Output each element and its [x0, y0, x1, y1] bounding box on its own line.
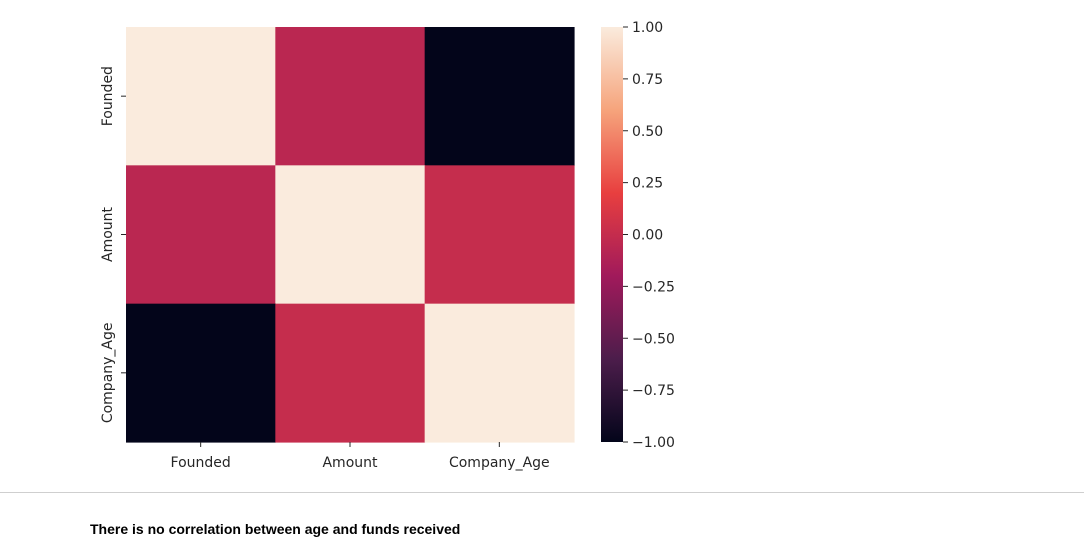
heatmap-cell-company_age-amount: [275, 303, 426, 443]
colorbar-tick-label: 0.50: [632, 124, 663, 140]
heatmap-cell-founded-founded: [126, 27, 276, 166]
y-tick-label: Company_Age: [100, 322, 116, 423]
x-tick-label: Company_Age: [449, 455, 550, 471]
x-tick-label: Founded: [171, 455, 231, 471]
colorbar-tick-label: 0.00: [632, 228, 663, 244]
x-tick-label: Amount: [322, 455, 378, 471]
heatmap-cell-company_age-company_age: [424, 303, 575, 443]
colorbar-ticks: 1.00 0.75 0.50 0.25 0.00 −0.25 −0.50 −0.75 −1.00: [623, 20, 675, 451]
heatmap-cell-amount-company_age: [424, 165, 575, 305]
caption-text: There is no correlation between age and …: [90, 521, 461, 537]
colorbar-tick-label: 0.75: [632, 72, 663, 88]
heatmap-cell-company_age-founded: [126, 303, 276, 443]
x-axis: Founded Amount Company_Age: [171, 441, 550, 471]
colorbar-tick-label: 0.25: [632, 176, 663, 192]
y-tick-label: Amount: [100, 206, 116, 262]
colorbar-tick-label: −0.50: [632, 331, 675, 347]
divider: [0, 492, 1084, 493]
colorbar-tick-label: −0.25: [632, 279, 675, 295]
heatmap-cells: [126, 27, 575, 443]
heatmap-cell-founded-company_age: [424, 27, 575, 166]
colorbar-tick-label: −1.00: [632, 435, 675, 451]
colorbar-tick-label: 1.00: [632, 20, 663, 36]
heatmap-cell-founded-amount: [275, 27, 426, 166]
colorbar: [601, 27, 623, 442]
y-tick-label: Founded: [100, 66, 116, 126]
heatmap-cell-amount-amount: [275, 165, 426, 305]
heatmap-cell-amount-founded: [126, 165, 276, 305]
colorbar-tick-label: −0.75: [632, 383, 675, 399]
y-axis: Founded Amount Company_Age: [100, 66, 126, 423]
heatmap-chart: Founded Amount Company_Age Founded Amount Co…: [100, 20, 675, 471]
